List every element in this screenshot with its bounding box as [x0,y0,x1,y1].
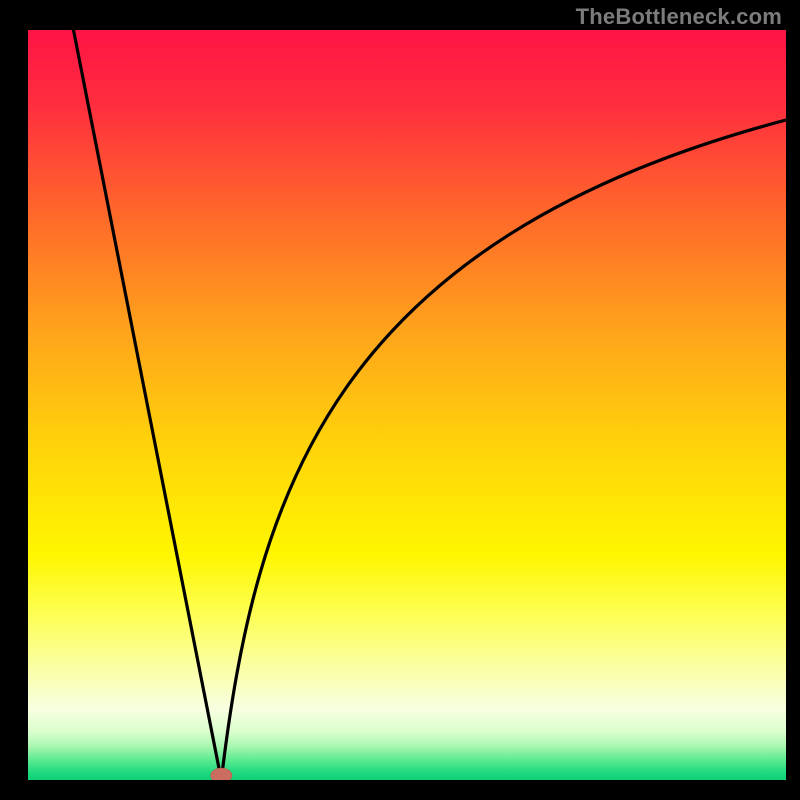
plot-area [28,30,786,780]
chart-frame: TheBottleneck.com [0,0,800,800]
watermark-label: TheBottleneck.com [576,4,782,30]
plot-background [28,30,786,780]
minimum-marker [211,768,232,780]
chart-svg [28,30,786,780]
